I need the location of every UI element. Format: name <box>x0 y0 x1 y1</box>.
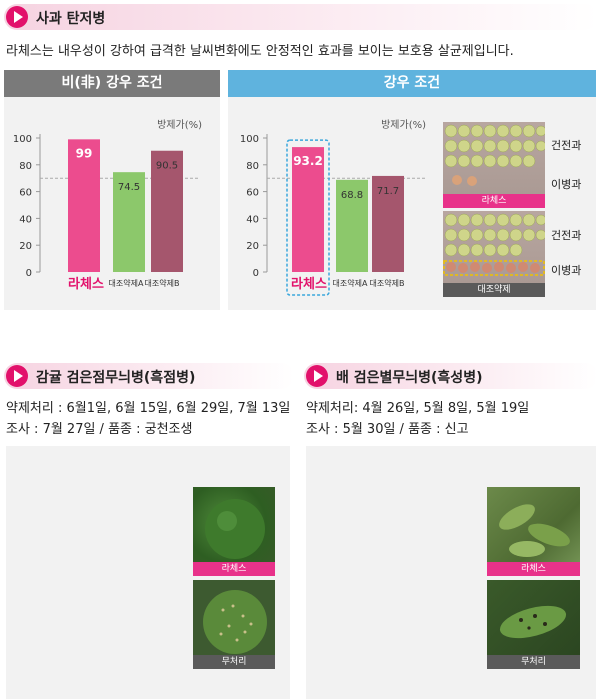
bar-2 <box>113 172 145 272</box>
panel-header-non-rain: 비(非) 강우 조건 <box>4 70 220 97</box>
citrus-caption-untreated: 무처리 <box>193 655 275 669</box>
y-tick-label: 60 <box>246 188 259 199</box>
category-label: 대조약제A <box>333 278 368 288</box>
section-description: 라체스는 내우성이 강하여 급격한 날씨변화에도 안정적인 효과를 보이는 보호… <box>6 44 514 59</box>
pear-section-title: 배 검은별무늬병(흑성병) <box>336 370 483 386</box>
play-icon <box>306 365 328 387</box>
category-label: 라체스 <box>291 276 327 292</box>
play-icon <box>6 6 28 28</box>
bar-value-label: 99 <box>76 146 93 160</box>
y-tick-label: 40 <box>19 214 32 225</box>
bar-1 <box>68 139 100 272</box>
citrus-fruit-image <box>205 499 265 559</box>
bar-3 <box>372 175 404 272</box>
label-diseased-fruit-2: 이병과 <box>551 264 582 277</box>
category-label: 대조약제A <box>109 278 144 288</box>
label-healthy-fruit-2: 건전과 <box>551 229 582 242</box>
citrus-caption-laches: 라체스 <box>193 562 275 576</box>
apple-rows-image-control <box>443 213 545 276</box>
photo-caption-control: 대조약제 <box>443 283 545 297</box>
apple-rows-image <box>444 124 545 186</box>
bar-value-label: 90.5 <box>156 161 178 172</box>
pear-leaves-diseased-image <box>499 605 567 639</box>
bar-value-label: 71.7 <box>377 186 399 197</box>
y-tick-label: 100 <box>240 134 259 145</box>
citrus-section-header-bar <box>4 363 294 389</box>
label-diseased-fruit-1: 이병과 <box>551 178 582 191</box>
bar-value-label: 74.5 <box>118 182 140 193</box>
y-tick-label: 40 <box>246 214 259 225</box>
label-healthy-fruit-1: 건전과 <box>551 139 582 152</box>
bar-value-label: 93.2 <box>293 154 323 168</box>
citrus-photo-untreated: 무처리 <box>193 580 275 669</box>
y-tick-label: 80 <box>246 161 259 172</box>
y-tick-label: 20 <box>19 241 32 252</box>
y-axis-unit-label: 방제가(%) <box>157 119 202 131</box>
y-tick-label: 0 <box>253 268 259 279</box>
pear-leaves-image <box>499 504 570 557</box>
pear-photo-untreated: 무처리 <box>487 580 580 669</box>
apple-photo-laches: 라체스 <box>443 122 545 208</box>
bar-1 <box>292 147 324 272</box>
y-tick-label: 60 <box>19 188 32 199</box>
section-header-bar <box>4 4 598 30</box>
y-tick-label: 100 <box>13 134 32 145</box>
y-tick-label: 20 <box>246 241 259 252</box>
citrus-section-title: 감귤 검은점무늬병(흑점병) <box>36 370 196 386</box>
citrus-survey-info: 조사 : 7월 27일 / 품종 : 궁천조생 <box>6 422 193 437</box>
bar-2 <box>336 179 368 272</box>
apple-photo-control: 대조약제 <box>443 211 545 297</box>
citrus-photo-laches: 라체스 <box>193 487 275 576</box>
bar-value-label: 68.8 <box>341 190 363 201</box>
citrus-treatment-dates: 약제처리 : 6월1일, 6월 15일, 6월 29일, 7월 13일 <box>6 401 291 416</box>
y-tick-label: 80 <box>19 161 32 172</box>
category-label: 대조약제B <box>145 278 180 288</box>
pear-section-header-bar <box>304 363 598 389</box>
category-label: 대조약제B <box>370 278 405 288</box>
pear-caption-laches: 라체스 <box>487 562 580 576</box>
bar-3 <box>151 150 183 272</box>
play-icon <box>6 365 28 387</box>
pear-survey-info: 조사 : 5월 30일 / 품종 : 신고 <box>306 422 469 437</box>
category-label: 라체스 <box>68 276 104 292</box>
photo-caption-laches: 라체스 <box>443 194 545 208</box>
citrus-fruit-diseased-image <box>203 590 267 654</box>
y-tick-label: 0 <box>26 268 32 279</box>
pear-caption-untreated: 무처리 <box>487 655 580 669</box>
pear-photo-laches: 라체스 <box>487 487 580 576</box>
pear-treatment-dates: 약제처리: 4월 26일, 5월 8일, 5월 19일 <box>306 401 530 416</box>
y-axis-unit-label: 방제가(%) <box>381 119 426 131</box>
panel-header-rain: 강우 조건 <box>228 70 596 97</box>
section-title: 사과 탄저병 <box>36 11 106 27</box>
highlight-box <box>286 139 330 296</box>
